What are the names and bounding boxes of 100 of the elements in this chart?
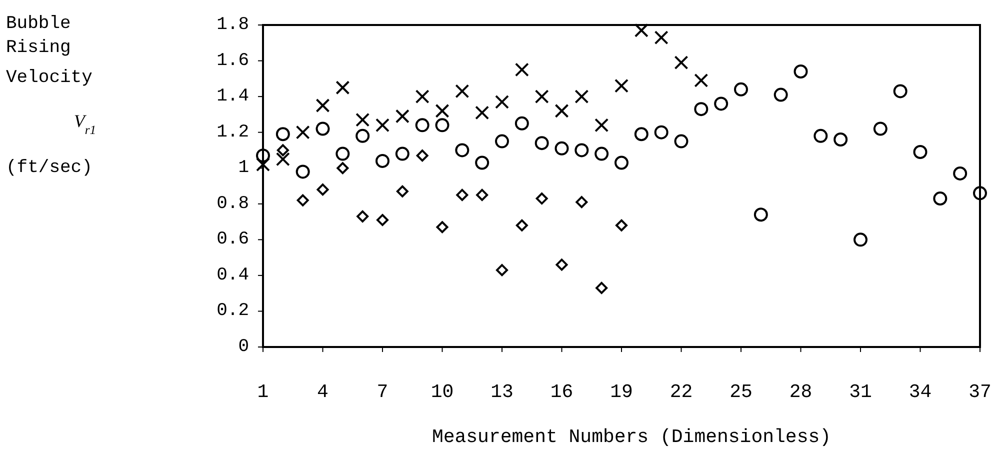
point bbox=[933, 192, 948, 206]
point bbox=[296, 194, 309, 206]
point bbox=[296, 164, 310, 179]
point bbox=[594, 118, 609, 132]
point bbox=[495, 94, 509, 109]
point bbox=[495, 134, 509, 148]
point bbox=[395, 146, 410, 161]
point bbox=[814, 128, 828, 143]
point bbox=[415, 90, 430, 104]
point bbox=[534, 136, 549, 150]
point bbox=[475, 156, 490, 170]
point bbox=[376, 214, 388, 226]
point bbox=[514, 116, 529, 130]
point bbox=[634, 127, 648, 142]
x-tick-label: 4 bbox=[317, 381, 328, 403]
point bbox=[435, 104, 450, 118]
point bbox=[475, 106, 490, 120]
point bbox=[276, 127, 290, 142]
point bbox=[356, 112, 370, 127]
point bbox=[554, 141, 569, 156]
point bbox=[336, 162, 349, 174]
x-tick-label: 19 bbox=[610, 381, 633, 403]
point bbox=[534, 90, 549, 104]
point bbox=[514, 62, 529, 77]
point bbox=[316, 184, 329, 196]
point bbox=[616, 219, 628, 232]
point bbox=[634, 23, 648, 38]
x-tick-label: 10 bbox=[430, 381, 454, 403]
point bbox=[356, 128, 370, 143]
point bbox=[576, 196, 588, 208]
point bbox=[754, 208, 768, 222]
y-tick-label: 1.8 bbox=[216, 15, 249, 35]
x-axis-title: Measurement Numbers (Dimensionless) bbox=[432, 426, 832, 448]
x-tick-label: 28 bbox=[789, 381, 812, 403]
point bbox=[516, 219, 528, 232]
x-tick-label: 34 bbox=[908, 381, 932, 403]
point bbox=[376, 118, 390, 132]
y-tick-label: 0.2 bbox=[216, 301, 249, 322]
point bbox=[276, 152, 290, 166]
point bbox=[674, 134, 688, 148]
point bbox=[316, 98, 330, 112]
y-tick-label: 1.4 bbox=[216, 86, 249, 107]
point bbox=[614, 156, 628, 170]
point bbox=[714, 96, 728, 111]
y-tick-label: 1.2 bbox=[216, 122, 249, 142]
point bbox=[395, 109, 410, 124]
point bbox=[496, 264, 508, 276]
point bbox=[654, 125, 668, 140]
point bbox=[336, 80, 350, 95]
point bbox=[596, 282, 608, 294]
point bbox=[356, 210, 369, 222]
point bbox=[536, 192, 548, 205]
point bbox=[436, 221, 448, 234]
x-tick-label: 7 bbox=[376, 381, 388, 403]
point bbox=[953, 166, 968, 180]
point bbox=[654, 30, 668, 45]
x-tick-label: 16 bbox=[550, 381, 574, 403]
point bbox=[574, 90, 589, 104]
point bbox=[256, 148, 270, 163]
point bbox=[854, 232, 868, 247]
point bbox=[455, 84, 470, 98]
point bbox=[674, 56, 688, 70]
point bbox=[316, 122, 330, 136]
x-tick-label: 1 bbox=[257, 381, 269, 403]
point bbox=[415, 118, 430, 132]
point bbox=[794, 64, 808, 79]
point bbox=[556, 258, 568, 271]
point bbox=[973, 186, 987, 200]
y-tick-label: 0.8 bbox=[216, 194, 249, 214]
point bbox=[296, 125, 310, 140]
y-tick-label: 1 bbox=[238, 158, 249, 178]
point bbox=[774, 88, 788, 102]
point bbox=[455, 143, 470, 158]
point bbox=[893, 84, 908, 98]
point bbox=[574, 143, 589, 158]
point bbox=[594, 146, 609, 161]
x-tick-label: 13 bbox=[490, 381, 514, 403]
point bbox=[476, 188, 488, 201]
point bbox=[694, 73, 708, 88]
point bbox=[734, 82, 748, 96]
x-tick-label: 31 bbox=[849, 381, 872, 403]
x-tick-label: 25 bbox=[730, 381, 752, 403]
point bbox=[873, 122, 888, 136]
point bbox=[435, 118, 450, 132]
point bbox=[376, 154, 390, 168]
point bbox=[456, 188, 468, 201]
point bbox=[416, 150, 428, 162]
point bbox=[614, 78, 628, 93]
point bbox=[276, 144, 289, 156]
y-tick-label: 0.4 bbox=[216, 265, 249, 286]
y-tick-label: 1.6 bbox=[216, 50, 249, 71]
point bbox=[834, 132, 848, 146]
point bbox=[554, 104, 569, 118]
y-tick-label: 0.6 bbox=[216, 230, 249, 250]
text: Bubble Rising Velocity V$_{r1}$ (ft/sec) bbox=[6, 14, 96, 178]
point bbox=[336, 146, 350, 161]
point bbox=[913, 145, 928, 160]
x-tick-label: 37 bbox=[968, 381, 992, 403]
point bbox=[694, 102, 708, 116]
point bbox=[396, 185, 408, 198]
